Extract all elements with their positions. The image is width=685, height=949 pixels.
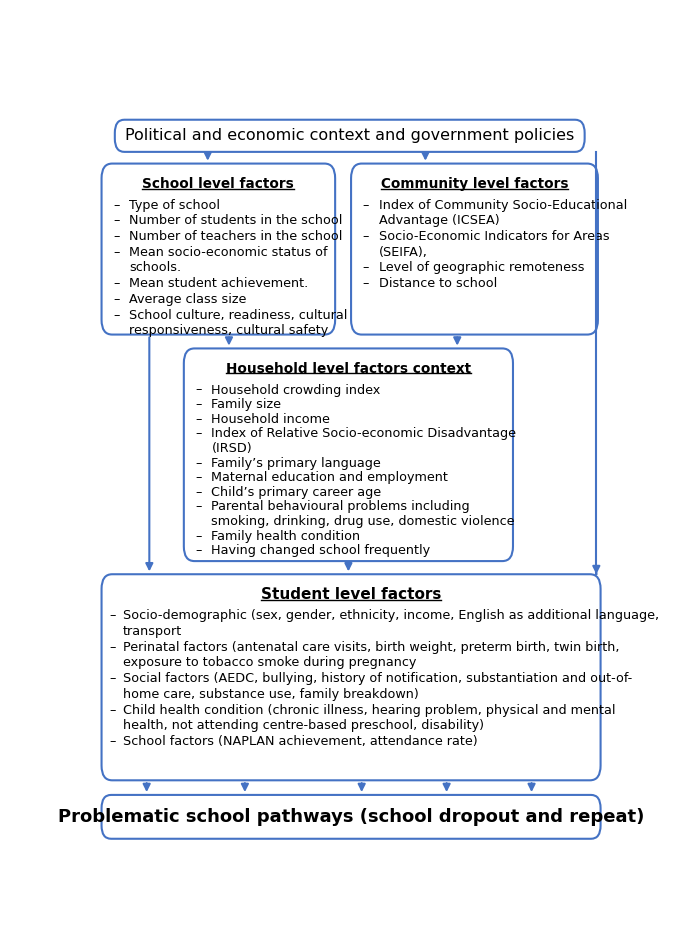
Text: Number of students in the school: Number of students in the school (129, 214, 342, 228)
Text: Social factors (AEDC, bullying, history of notification, substantiation and out-: Social factors (AEDC, bullying, history … (123, 672, 632, 685)
Text: Average class size: Average class size (129, 293, 247, 306)
Text: health, not attending centre-based preschool, disability): health, not attending centre-based presc… (123, 719, 484, 733)
Text: Mean student achievement.: Mean student achievement. (129, 277, 308, 290)
Text: Community level factors: Community level factors (381, 177, 569, 191)
Text: –: – (113, 246, 120, 259)
Text: Type of school: Type of school (129, 198, 220, 212)
Text: Problematic school pathways (school dropout and repeat): Problematic school pathways (school drop… (58, 808, 645, 826)
Text: –: – (113, 308, 120, 322)
Text: Distance to school: Distance to school (379, 277, 497, 290)
Text: Political and economic context and government policies: Political and economic context and gover… (125, 128, 574, 143)
Text: (IRSD): (IRSD) (212, 442, 252, 455)
Text: –: – (195, 427, 202, 440)
Text: home care, substance use, family breakdown): home care, substance use, family breakdo… (123, 688, 419, 701)
FancyBboxPatch shape (101, 795, 601, 839)
Text: School factors (NAPLAN achievement, attendance rate): School factors (NAPLAN achievement, atte… (123, 735, 477, 748)
Text: –: – (195, 500, 202, 513)
Text: –: – (195, 413, 202, 426)
Text: –: – (363, 230, 369, 243)
Text: School level factors: School level factors (142, 177, 295, 191)
Text: –: – (363, 277, 369, 290)
FancyBboxPatch shape (101, 574, 601, 780)
Text: Level of geographic remoteness: Level of geographic remoteness (379, 262, 584, 274)
Text: Child’s primary career age: Child’s primary career age (212, 486, 382, 499)
Text: –: – (113, 293, 120, 306)
FancyBboxPatch shape (101, 163, 335, 335)
Text: Advantage (ICSEA): Advantage (ICSEA) (379, 214, 499, 228)
Text: –: – (113, 230, 120, 243)
Text: –: – (195, 399, 202, 411)
Text: –: – (363, 198, 369, 212)
Text: Household crowding index: Household crowding index (212, 383, 381, 397)
Text: Socio-demographic (sex, gender, ethnicity, income, English as additional languag: Socio-demographic (sex, gender, ethnicit… (123, 609, 659, 623)
Text: –: – (109, 641, 115, 654)
Text: –: – (195, 456, 202, 470)
Text: –: – (113, 277, 120, 290)
Text: –: – (195, 472, 202, 484)
Text: Family’s primary language: Family’s primary language (212, 456, 381, 470)
Text: –: – (109, 672, 115, 685)
FancyBboxPatch shape (115, 120, 585, 152)
Text: –: – (113, 198, 120, 212)
Text: exposure to tobacco smoke during pregnancy: exposure to tobacco smoke during pregnan… (123, 657, 416, 669)
Text: –: – (113, 214, 120, 228)
Text: Maternal education and employment: Maternal education and employment (212, 472, 448, 484)
Text: responsiveness, cultural safety: responsiveness, cultural safety (129, 325, 328, 337)
Text: Number of teachers in the school: Number of teachers in the school (129, 230, 342, 243)
Text: –: – (195, 530, 202, 543)
Text: Family size: Family size (212, 399, 282, 411)
Text: –: – (195, 486, 202, 499)
Text: smoking, drinking, drug use, domestic violence: smoking, drinking, drug use, domestic vi… (212, 515, 515, 528)
Text: transport: transport (123, 625, 182, 638)
Text: Index of Community Socio-Educational: Index of Community Socio-Educational (379, 198, 627, 212)
Text: (SEIFA),: (SEIFA), (379, 246, 427, 259)
Text: Index of Relative Socio-economic Disadvantage: Index of Relative Socio-economic Disadva… (212, 427, 516, 440)
Text: Household income: Household income (212, 413, 330, 426)
Text: Household level factors context: Household level factors context (226, 362, 471, 376)
Text: Mean socio-economic status of: Mean socio-economic status of (129, 246, 327, 259)
Text: School culture, readiness, cultural: School culture, readiness, cultural (129, 308, 347, 322)
Text: –: – (195, 545, 202, 557)
Text: Perinatal factors (antenatal care visits, birth weight, preterm birth, twin birt: Perinatal factors (antenatal care visits… (123, 641, 619, 654)
Text: Parental behavioural problems including: Parental behavioural problems including (212, 500, 470, 513)
Text: –: – (195, 383, 202, 397)
Text: –: – (109, 703, 115, 716)
Text: Having changed school frequently: Having changed school frequently (212, 545, 431, 557)
Text: Child health condition (chronic illness, hearing problem, physical and mental: Child health condition (chronic illness,… (123, 703, 615, 716)
Text: Family health condition: Family health condition (212, 530, 360, 543)
Text: –: – (109, 735, 115, 748)
Text: –: – (363, 262, 369, 274)
Text: Student level factors: Student level factors (261, 587, 441, 603)
Text: Socio-Economic Indicators for Areas: Socio-Economic Indicators for Areas (379, 230, 609, 243)
Text: schools.: schools. (129, 262, 182, 274)
Text: –: – (109, 609, 115, 623)
FancyBboxPatch shape (351, 163, 598, 335)
FancyBboxPatch shape (184, 348, 513, 561)
